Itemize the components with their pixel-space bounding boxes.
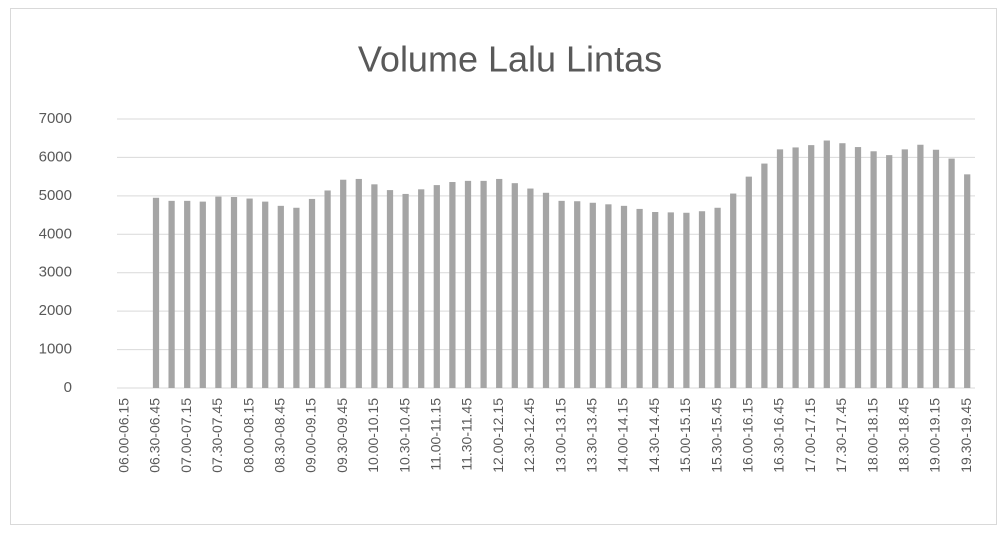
bar (433, 185, 440, 388)
bar (589, 202, 596, 388)
x-tick-label: 13.30-13.45 (584, 398, 600, 473)
bar (480, 180, 487, 388)
x-tick-label: 18.30-18.45 (896, 398, 912, 473)
x-tick-label: 18.00-18.15 (864, 398, 880, 473)
bar (932, 149, 940, 388)
y-tick-label: 1000 (39, 341, 72, 358)
x-tick-label: 15.30-15.45 (708, 398, 724, 473)
bar (839, 143, 846, 388)
x-tick-label: 15.00-15.15 (677, 398, 693, 473)
bar (948, 158, 955, 388)
bar (293, 207, 300, 388)
bar (277, 205, 284, 388)
bar (542, 192, 550, 388)
bar (496, 178, 503, 388)
y-tick-label: 6000 (39, 148, 72, 165)
bar (667, 212, 674, 388)
x-tick-label: 16.00-16.15 (740, 398, 756, 473)
x-tick-label: 19.30-19.45 (958, 398, 974, 473)
x-tick-label: 08.00-08.15 (240, 398, 256, 473)
bar (870, 151, 877, 388)
bar (808, 145, 815, 388)
bar (340, 179, 347, 388)
bar (152, 197, 160, 388)
bar (574, 201, 581, 388)
bar (262, 201, 269, 388)
x-tick-label: 06.30-06.45 (147, 398, 163, 473)
bar (901, 149, 908, 388)
bar (605, 204, 612, 388)
bar (792, 147, 799, 388)
x-tick-label: 06.00-06.15 (116, 398, 132, 473)
x-tick-label: 14.30-14.45 (646, 398, 662, 473)
x-tick-label: 16.30-16.45 (771, 398, 787, 473)
y-tick-label: 2000 (39, 302, 72, 319)
bar (402, 193, 409, 388)
bar (464, 180, 472, 388)
bar (215, 196, 222, 388)
y-tick-label: 0 (64, 379, 72, 396)
bar (449, 182, 456, 388)
bar (854, 147, 862, 388)
x-tick-label: 19.00-19.15 (927, 398, 943, 473)
bar (714, 207, 721, 388)
chart-frame (10, 8, 997, 525)
bar (745, 176, 752, 388)
bar (418, 189, 425, 388)
bar (246, 198, 253, 388)
x-tick-label: 07.30-07.45 (209, 398, 225, 473)
y-tick-label: 4000 (39, 225, 72, 242)
bar (730, 193, 737, 388)
bar (964, 174, 971, 388)
x-tick-label: 17.00-17.15 (802, 398, 818, 473)
bar (168, 200, 175, 388)
x-tick-label: 09.00-09.15 (303, 398, 319, 473)
x-tick-label: 10.00-10.15 (365, 398, 381, 473)
x-tick-label: 11.00-11.15 (428, 398, 444, 471)
bar (886, 155, 893, 388)
bar (761, 163, 768, 388)
x-tick-label: 14.00-14.15 (615, 398, 631, 473)
y-tick-label: 3000 (39, 264, 72, 281)
y-tick-label: 7000 (39, 110, 72, 127)
x-tick-label: 17.30-17.45 (833, 398, 849, 473)
bar (527, 188, 534, 388)
bar (199, 201, 206, 388)
bar (620, 205, 628, 388)
x-tick-label: 09.30-09.45 (334, 398, 350, 473)
bar (230, 197, 238, 388)
x-tick-label: 08.30-08.45 (272, 398, 288, 473)
bar (683, 212, 690, 388)
bar (917, 144, 924, 388)
bar (558, 200, 565, 388)
x-tick-label: 07.00-07.15 (178, 398, 194, 473)
bar (184, 200, 191, 388)
x-tick-label: 13.00-13.15 (552, 398, 568, 473)
bar (386, 190, 394, 388)
chart-title: Volume Lalu Lintas (358, 39, 662, 80)
x-tick-label: 12.00-12.15 (490, 398, 506, 473)
bar (324, 190, 331, 388)
y-tick-label: 5000 (39, 187, 72, 204)
bar (308, 198, 316, 388)
x-tick-label: 10.30-10.45 (396, 398, 412, 473)
bar (652, 211, 659, 388)
bar (371, 184, 378, 388)
bar (511, 183, 518, 388)
bar (823, 140, 830, 388)
x-tick-label: 12.30-12.45 (521, 398, 537, 473)
bar (698, 211, 706, 388)
bar (776, 149, 784, 388)
bar (636, 208, 643, 388)
x-tick-label: 11.30-11.45 (459, 398, 475, 471)
bar (355, 178, 362, 388)
